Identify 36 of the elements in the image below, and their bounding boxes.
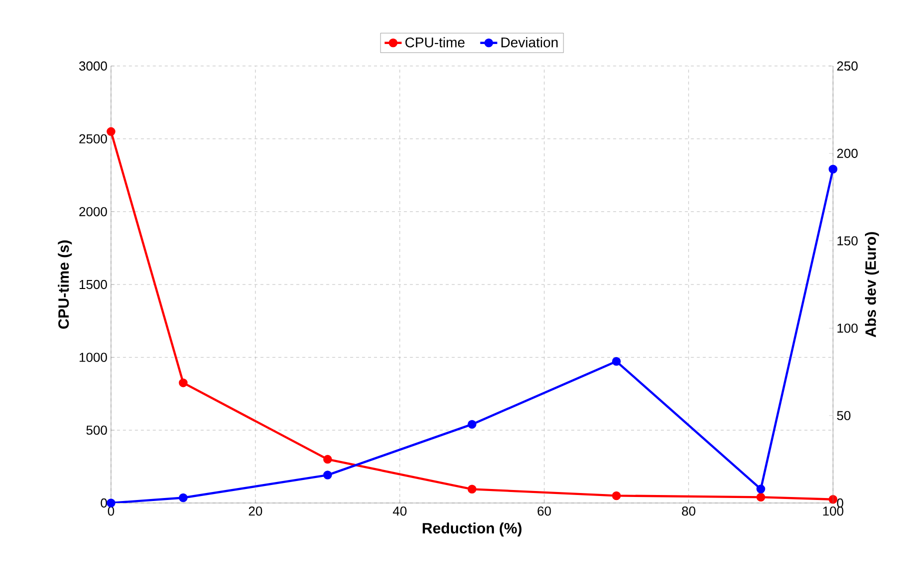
y-tick-label: 3000 xyxy=(79,61,107,71)
y2-tick-label: 0 xyxy=(837,498,844,508)
y-tick-label: 2000 xyxy=(79,207,107,216)
point xyxy=(106,127,116,136)
x-tick-label: 20 xyxy=(248,506,262,516)
y2-axis-title: Abs dev (Euro) xyxy=(864,232,879,338)
y-tick-label: 2500 xyxy=(79,134,107,144)
x-tick-label: 60 xyxy=(538,506,551,516)
x-tick-label: 40 xyxy=(392,506,407,516)
point xyxy=(106,498,116,508)
x-axis-title: Reduction (%) xyxy=(422,522,522,536)
x-tick-label: 80 xyxy=(682,506,696,516)
point xyxy=(756,492,766,502)
legend-label: CPU-time xyxy=(405,37,465,48)
point xyxy=(323,454,332,464)
y-tick-label: 1500 xyxy=(80,280,107,290)
x-tick-label: 100 xyxy=(823,506,844,516)
y-tick-label: 1000 xyxy=(80,352,107,362)
y-tick-label: 0 xyxy=(100,498,107,508)
y-tick-label: 500 xyxy=(86,426,107,435)
y2-tick-label: 100 xyxy=(838,324,858,333)
y2-tick-label: 250 xyxy=(837,61,858,71)
point xyxy=(178,378,188,388)
y2-tick-label: 200 xyxy=(837,148,858,158)
legend-label: Deviation xyxy=(501,37,558,48)
point xyxy=(756,484,766,494)
point xyxy=(468,484,476,494)
point xyxy=(612,357,621,366)
point xyxy=(468,420,476,429)
point xyxy=(323,470,332,480)
y-axis-title: CPU-time (s) xyxy=(58,240,72,329)
y2-tick-label: 50 xyxy=(837,411,850,420)
point xyxy=(828,164,838,174)
point xyxy=(178,493,188,502)
point xyxy=(612,491,621,500)
y2-tick-label: 150 xyxy=(838,236,858,246)
